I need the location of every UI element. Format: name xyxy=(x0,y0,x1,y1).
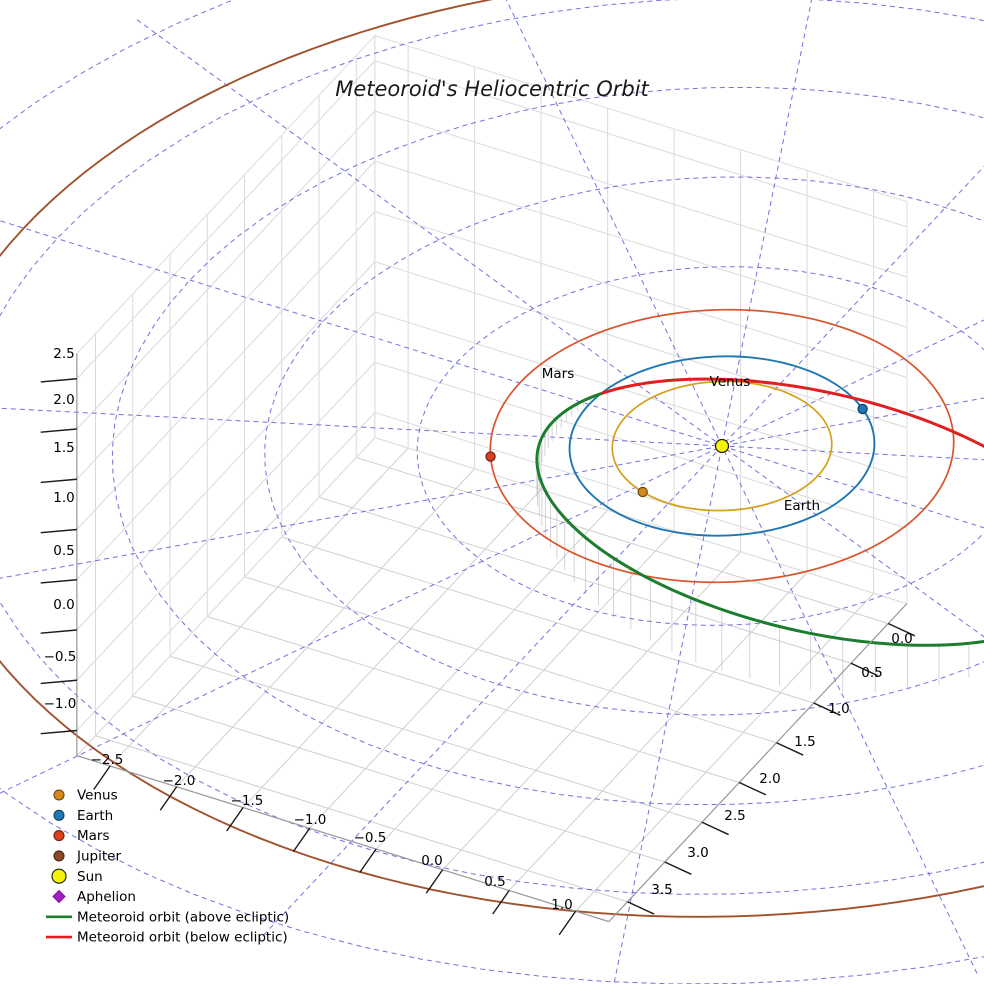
y-axis-tick-label: 0.0 xyxy=(891,631,912,647)
legend-item[interactable]: Mars xyxy=(53,828,110,844)
z-axis-tick-label: 1.0 xyxy=(53,490,74,506)
legend-label: Mars xyxy=(77,828,110,844)
legend-item[interactable]: Venus xyxy=(53,788,118,804)
z-axis-tick-label: 2.0 xyxy=(53,392,74,408)
legend-label: Sun xyxy=(77,869,103,885)
legend-item[interactable]: Meteoroid orbit (above ecliptic) xyxy=(46,909,289,925)
body-markers xyxy=(485,403,868,498)
axis-tick-labels: 2.5 2.0 1.5 1.0 0.5 0.0 −0.5 −1.0 −2.5 −2.0 −1.5 −1… xyxy=(44,346,913,913)
legend-dot-swatch xyxy=(53,809,65,821)
y-axis-tick-label: 1.5 xyxy=(794,734,815,750)
annotation-earth: Earth xyxy=(784,498,820,514)
orbit-curves xyxy=(0,0,984,918)
pane-grid xyxy=(75,34,908,923)
x-axis-tick-label: 1.0 xyxy=(551,897,572,913)
x-axis-tick-label: −0.5 xyxy=(354,830,387,846)
x-axis-tick-label: −2.5 xyxy=(91,752,124,768)
y-axis-tick-label: 0.5 xyxy=(861,665,882,681)
y-axis-tick-label: 3.5 xyxy=(651,882,672,898)
legend-label: Earth xyxy=(77,808,113,824)
x-axis-tick-label: 0.5 xyxy=(484,874,505,890)
z-axis-tick-label: −1.0 xyxy=(44,696,77,712)
legend-dot-swatch xyxy=(51,868,67,884)
body-annotations: Mars Venus Earth xyxy=(542,366,820,514)
axis-tick-marks xyxy=(40,378,916,936)
legend-label: Meteoroid orbit (below ecliptic) xyxy=(77,930,288,946)
x-axis-tick-label: −1.0 xyxy=(294,812,327,828)
y-axis-tick-label: 3.0 xyxy=(687,845,708,861)
sun-marker xyxy=(714,438,730,454)
legend-dot-swatch xyxy=(53,789,65,801)
x-axis-tick-label: −1.5 xyxy=(231,793,264,809)
annotation-venus: Venus xyxy=(710,374,751,390)
z-axis-tick-label: −0.5 xyxy=(44,649,77,665)
y-axis-tick-label: 2.5 xyxy=(724,808,745,824)
legend-item[interactable]: Jupiter xyxy=(53,849,121,865)
axis-spines xyxy=(76,353,908,923)
legend[interactable]: Venus Earth Mars Jupiter Sun Aphelion Meteoroi… xyxy=(46,788,289,946)
earth-marker xyxy=(857,403,868,415)
z-axis-tick-label: 2.5 xyxy=(53,346,74,362)
venus-marker xyxy=(637,486,648,498)
z-axis-tick-label: 0.0 xyxy=(53,597,74,613)
legend-item[interactable]: Earth xyxy=(53,808,113,824)
legend-label: Meteoroid orbit (above ecliptic) xyxy=(77,909,289,925)
z-axis-tick-label: 0.5 xyxy=(53,543,74,559)
y-axis-tick-label: 1.0 xyxy=(828,701,849,717)
x-axis-tick-label: −2.0 xyxy=(163,773,196,789)
legend-item[interactable]: Meteoroid orbit (below ecliptic) xyxy=(46,930,288,946)
x-axis-tick-label: 0.0 xyxy=(421,853,442,869)
legend-diamond-swatch xyxy=(52,889,66,904)
z-axis-tick-label: 1.5 xyxy=(53,440,74,456)
page-title: Meteoroid's Heliocentric Orbit xyxy=(335,77,649,101)
mars-marker xyxy=(485,451,496,462)
legend-dot-swatch xyxy=(53,850,65,862)
y-axis-tick-label: 2.0 xyxy=(759,771,780,787)
orbit-stems xyxy=(536,397,970,692)
legend-item[interactable]: Sun xyxy=(51,868,103,885)
legend-dot-swatch xyxy=(53,830,65,842)
legend-label: Jupiter xyxy=(76,849,121,865)
legend-label: Aphelion xyxy=(77,889,136,905)
legend-item[interactable]: Aphelion xyxy=(52,889,136,905)
annotation-mars: Mars xyxy=(542,366,575,382)
legend-label: Venus xyxy=(77,788,118,804)
